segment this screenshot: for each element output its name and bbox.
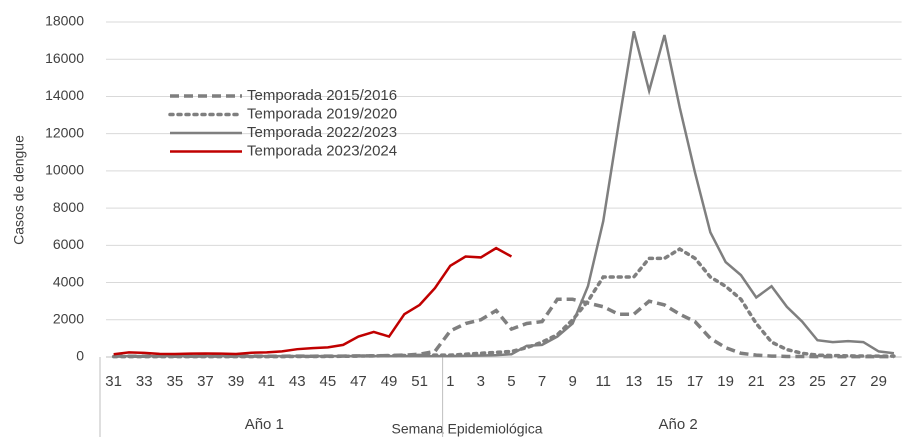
x-tick-label: 25 (809, 373, 826, 390)
y-axis-title: Casos de dengue (11, 135, 27, 245)
series-line (111, 247, 896, 359)
x-group-label: Año 2 (658, 416, 697, 433)
x-tick-label: 1 (446, 373, 454, 390)
legend-label: Temporada 2023/2024 (247, 142, 397, 159)
x-tick-label: 17 (687, 373, 704, 390)
y-tick-label: 16000 (45, 50, 84, 66)
x-tick-label: 15 (656, 373, 673, 390)
x-tick-label: 31 (105, 373, 122, 390)
x-tick-label: 7 (538, 373, 546, 390)
x-tick-label: 45 (320, 373, 337, 390)
series-line (113, 30, 895, 358)
x-tick-label: 35 (167, 373, 184, 390)
x-tick-label: 13 (626, 373, 643, 390)
legend-label: Temporada 2019/2020 (247, 105, 397, 122)
x-tick-label: 37 (197, 373, 214, 390)
x-tick-label: 19 (717, 373, 734, 390)
x-tick-label: 43 (289, 373, 306, 390)
y-tick-label: 4000 (53, 273, 84, 289)
y-tick-label: 8000 (53, 199, 84, 215)
x-tick-label: 41 (258, 373, 275, 390)
x-tick-label: 5 (507, 373, 515, 390)
x-tick-label: 49 (381, 373, 398, 390)
y-tick-label: 18000 (45, 13, 84, 29)
x-tick-label: 9 (568, 373, 576, 390)
x-group-label: Año 1 (245, 416, 284, 433)
x-tick-label: 47 (350, 373, 367, 390)
legend-label: Temporada 2015/2016 (247, 87, 397, 104)
x-tick-label: 51 (411, 373, 428, 390)
x-tick-label: 11 (595, 373, 611, 390)
x-axis-title: Semana Epidemiológica (392, 421, 543, 437)
x-tick-label: 21 (748, 373, 765, 390)
x-tick-label: 23 (779, 373, 796, 390)
x-tick-label: 33 (136, 373, 153, 390)
y-tick-label: 10000 (45, 162, 84, 178)
y-tick-label: 14000 (45, 87, 84, 103)
y-tick-label: 0 (76, 348, 84, 364)
x-tick-label: 39 (228, 373, 245, 390)
series-line (113, 246, 513, 356)
y-tick-label: 6000 (53, 236, 84, 252)
legend-label: Temporada 2022/2023 (247, 124, 397, 141)
x-tick-label: 3 (477, 373, 485, 390)
y-tick-label: 12000 (45, 124, 84, 140)
series-line (113, 297, 894, 359)
x-tick-label: 27 (840, 373, 857, 390)
y-tick-label: 2000 (53, 310, 84, 326)
x-tick-label: 29 (870, 373, 887, 390)
